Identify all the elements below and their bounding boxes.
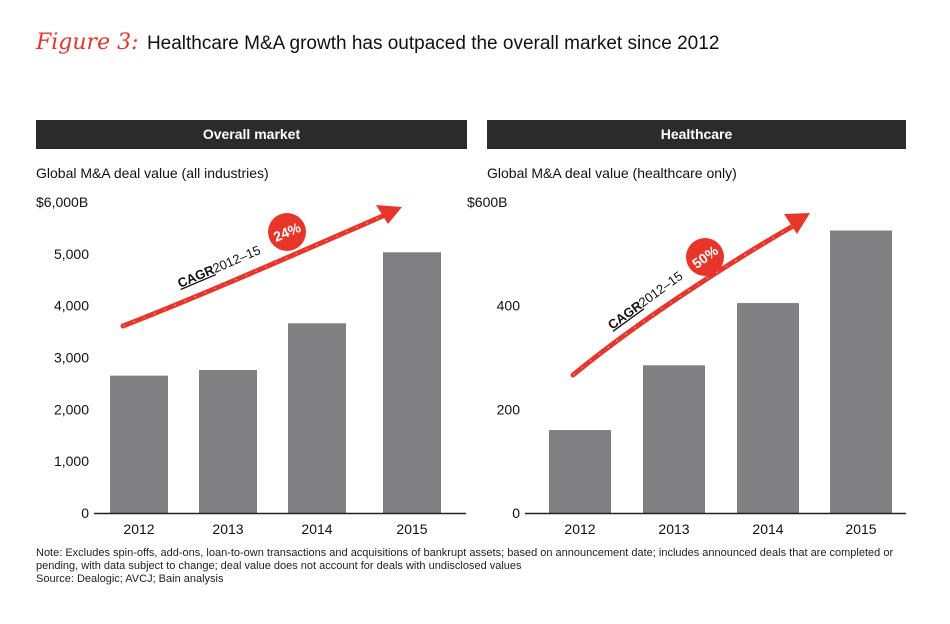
chart-overall: 0 1,000 2,000 3,000 4,000 5,000 $6,000B 2012 201…	[36, 194, 466, 537]
x-tick-label-healthcare: 2015	[845, 521, 876, 537]
x-tick-label-overall: 2015	[396, 521, 427, 537]
chart-subtitle-healthcare: Global M&A deal value (healthcare only)	[487, 165, 737, 181]
charts-canvas: 0 1,000 2,000 3,000 4,000 5,000 $6,000B 2012 201…	[36, 194, 906, 537]
cagr-badge-overall	[268, 213, 306, 251]
bar-overall-2014	[288, 323, 346, 513]
cagr-arrow-overall	[120, 209, 395, 329]
y-tick-label-healthcare: 200	[497, 401, 521, 417]
cagr-arrow-texture-overall	[122, 211, 393, 327]
y-tick-label-overall: 2,000	[54, 401, 89, 417]
bar-overall-2013	[199, 369, 257, 513]
x-tick-label-healthcare: 2014	[752, 521, 783, 537]
y-tick-label-overall: 1,000	[54, 453, 89, 469]
cagr-badge-healthcare	[686, 238, 724, 276]
bar-overall-2015	[383, 252, 441, 514]
cagr-arrowhead-overall	[376, 205, 402, 224]
panel-header-healthcare: Healthcare	[487, 120, 906, 149]
y-tick-label-overall: 5,000	[54, 246, 89, 262]
figure-title-text: Healthcare M&A growth has outpaced the o…	[146, 33, 720, 54]
x-tick-label-overall: 2013	[212, 521, 243, 537]
chart-subtitle-overall: Global M&A deal value (all industries)	[36, 165, 269, 181]
y-tick-label-overall: 3,000	[54, 350, 89, 366]
x-tick-label-healthcare: 2012	[564, 521, 595, 537]
bar-healthcare-2015	[830, 230, 892, 513]
y-tick-label-healthcare: $600B	[467, 194, 507, 210]
y-tick-label-overall: 0	[81, 505, 89, 521]
cagr-arrowhead-healthcare	[784, 213, 810, 234]
bar-healthcare-2013	[643, 365, 705, 513]
bar-healthcare-2014	[737, 303, 799, 513]
bar-overall-2012	[110, 375, 168, 513]
bar-healthcare-2012	[549, 430, 611, 513]
figure-title: Figure 3: Healthcare M&A growth has outp…	[36, 30, 719, 55]
note-text: Note: Excludes spin-offs, add-ons, loan-…	[36, 547, 894, 572]
y-tick-label-overall: $6,000B	[36, 194, 88, 210]
y-tick-label-overall: 4,000	[54, 298, 89, 314]
y-tick-label-healthcare: 400	[497, 298, 521, 314]
cagr-period-healthcare: 2012–15	[636, 268, 686, 310]
panel-header-overall: Overall market	[36, 120, 467, 149]
x-tick-label-healthcare: 2013	[658, 521, 689, 537]
cagr-arrow-texture-healthcare	[572, 221, 801, 376]
source-text: Source: Dealogic; AVCJ; Bain analysis	[36, 573, 224, 585]
y-tick-label-healthcare: 0	[512, 505, 520, 521]
x-tick-label-overall: 2012	[123, 521, 154, 537]
cagr-label-overall: CAGR	[175, 262, 217, 291]
x-tick-label-overall: 2014	[301, 521, 332, 537]
figure-label: Figure 3:	[36, 30, 139, 55]
notes-block: Note: Excludes spin-offs, add-ons, loan-…	[36, 547, 916, 586]
